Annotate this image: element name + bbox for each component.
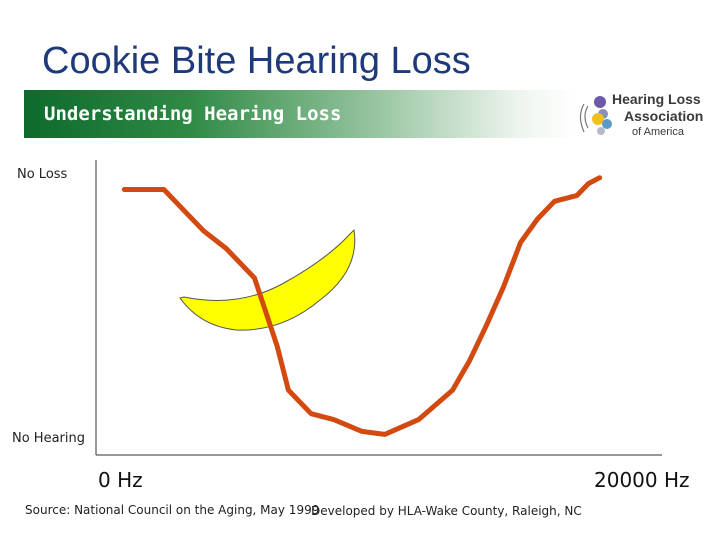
banner-title: Understanding Hearing Loss	[44, 103, 342, 125]
footer-credit: Developed by HLA-Wake County, Raleigh, N…	[311, 504, 582, 518]
hlaa-logo: Hearing Loss Association of America	[576, 88, 720, 144]
x-axis-end-label: 20000 Hz	[594, 468, 690, 492]
section-banner: Understanding Hearing Loss	[24, 90, 576, 138]
footer-source: Source: National Council on the Aging, M…	[25, 503, 320, 517]
slide-title: Cookie Bite Hearing Loss	[42, 40, 471, 82]
x-axis-start-label: 0 Hz	[98, 468, 143, 492]
hearing-loss-curve	[121, 175, 603, 437]
logo-line-3: of America	[632, 126, 684, 138]
logo-line-1: Hearing Loss	[612, 91, 701, 107]
hlaa-logo-mark-icon	[579, 96, 612, 135]
y-axis-top-label: No Loss	[17, 167, 68, 182]
logo-line-2: Association	[624, 108, 704, 124]
y-axis-bottom-label: No Hearing	[12, 431, 85, 446]
